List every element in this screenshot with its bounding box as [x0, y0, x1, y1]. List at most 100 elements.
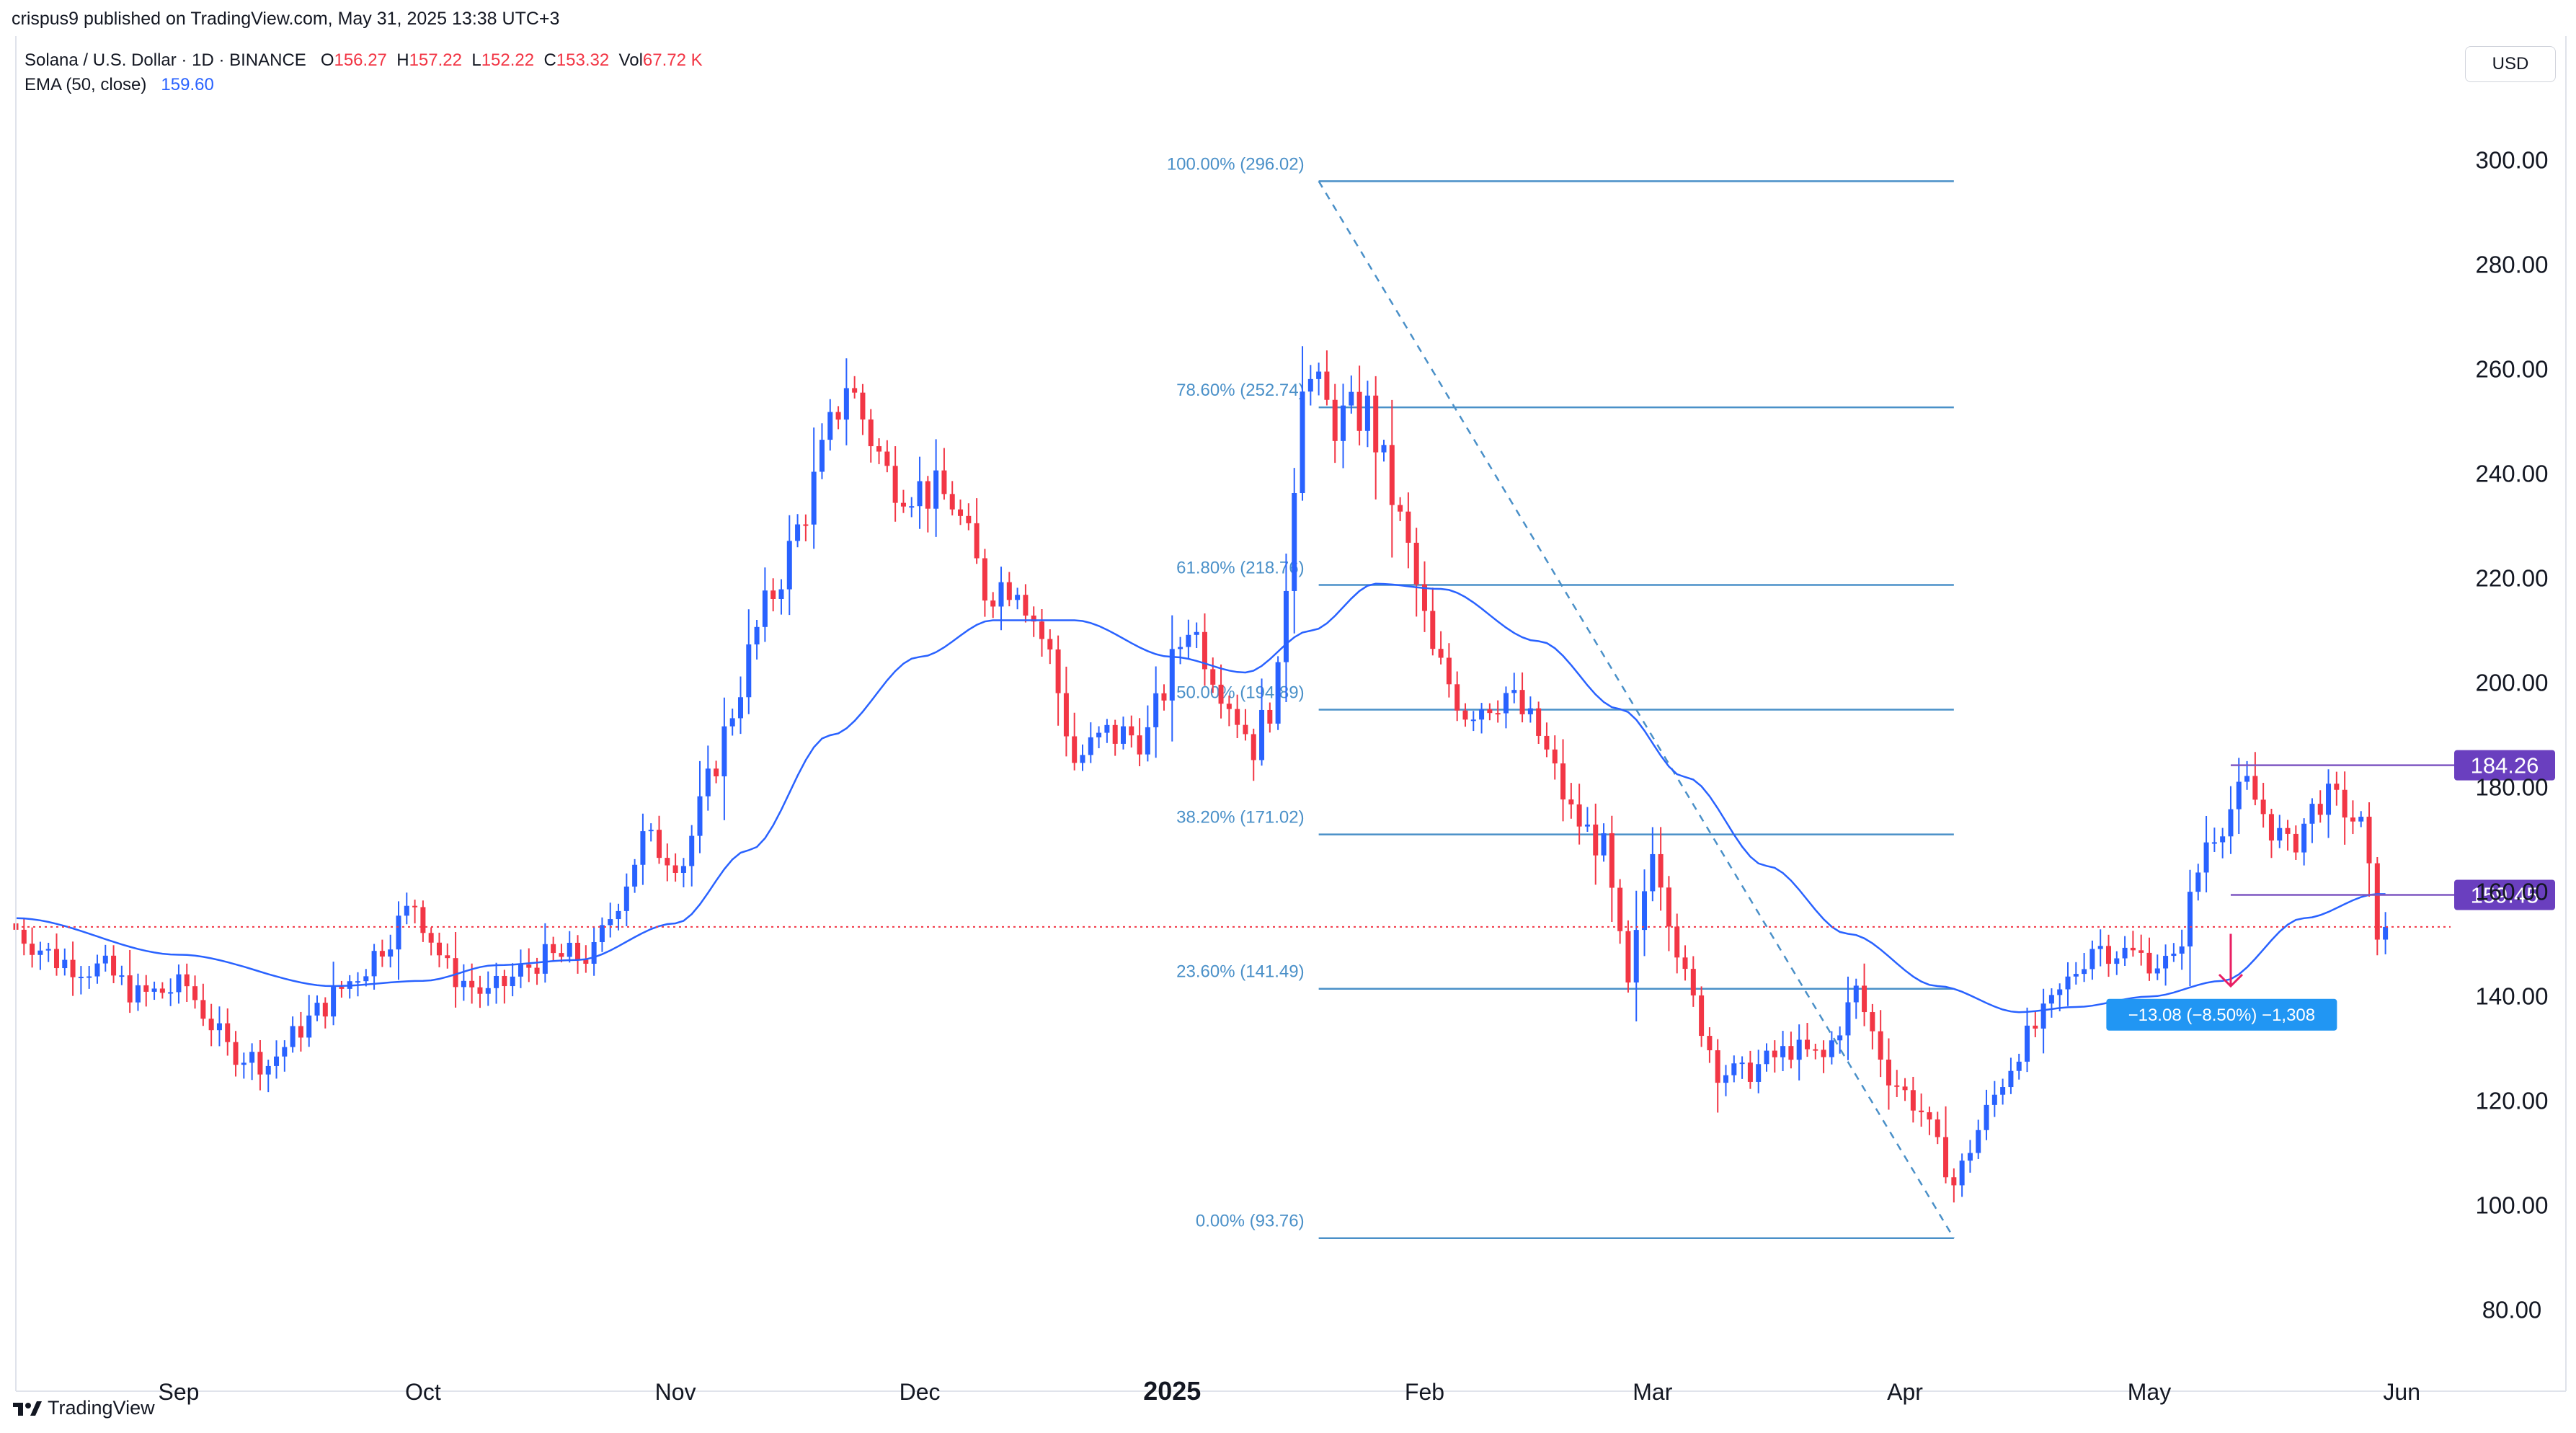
y-tick-label: 280.00 [2476, 252, 2549, 278]
x-tick-label: Feb [1405, 1379, 1444, 1405]
candle-body [786, 541, 792, 590]
ema-legend[interactable]: EMA (50, close) 159.60 [25, 75, 214, 95]
candle-body [974, 523, 980, 559]
candle-body [1666, 887, 1671, 927]
candle-body [884, 451, 890, 466]
candle-body [1161, 693, 1167, 701]
candle-body [933, 470, 939, 509]
candle-body [1674, 926, 1680, 958]
candle-body [2057, 989, 2063, 995]
ema-line[interactable] [15, 582, 2386, 1013]
candle-body [657, 830, 662, 859]
candle-body [94, 963, 100, 977]
fib-retracement[interactable]: 100.00% (296.02) 78.60% (252.74) 61.80% (2… [1167, 154, 1955, 1239]
candle-body [2211, 842, 2217, 844]
fib-level-label: 61.80% (218.76) [1176, 558, 1304, 577]
fib-level-label: 78.60% (252.74) [1176, 381, 1304, 400]
candle-body [192, 986, 198, 1001]
y-tick-label: 80.00 [2482, 1297, 2542, 1323]
candle-body [1821, 1050, 1826, 1057]
candle-body [1845, 1002, 1851, 1036]
x-tick-label: Mar [1633, 1379, 1672, 1405]
candle-body [168, 992, 174, 994]
fib-level-label: 50.00% (194.89) [1176, 683, 1304, 703]
candle-body [795, 524, 801, 541]
candle-body [1544, 735, 1550, 750]
candle-body [290, 1026, 296, 1047]
candle-body [78, 977, 84, 979]
candle-body [396, 915, 401, 950]
candle-body [1959, 1161, 1965, 1186]
candle-body [2244, 776, 2250, 782]
candle-body [2048, 995, 2054, 1004]
candle-body [1275, 662, 1281, 724]
x-tick-label: 2025 [1143, 1376, 1201, 1406]
candle-body [249, 1052, 255, 1063]
candle-body [2228, 809, 2234, 837]
candle-body [1349, 391, 1354, 406]
candle-body [1398, 505, 1403, 512]
candle-body [1625, 931, 1631, 982]
candle-body [135, 985, 141, 1003]
ema-line-group [15, 582, 2386, 1013]
candle-body [445, 955, 450, 959]
candle-body [1006, 582, 1012, 600]
currency-button[interactable]: USD [2465, 46, 2556, 82]
price-level-badge[interactable] [2454, 750, 2555, 781]
price-level-badge[interactable] [2454, 879, 2555, 910]
measure-tooltip[interactable] [2106, 998, 2337, 1031]
candle-body [1503, 693, 1509, 714]
candle-body [111, 955, 117, 976]
candle-body [453, 958, 458, 988]
candle-body [665, 858, 670, 866]
candle-body [1251, 734, 1256, 760]
candle-body [2268, 814, 2274, 841]
candle-body [143, 985, 149, 992]
candle-body [119, 975, 125, 977]
candle-body [1910, 1090, 1916, 1111]
candle-body [1267, 709, 1273, 724]
candle-body [852, 388, 858, 393]
symbol-name[interactable]: Solana / U.S. Dollar · 1D · BINANCE [25, 50, 306, 70]
candle-body [1063, 693, 1069, 737]
candle-body [2301, 823, 2307, 853]
candle-body [1862, 985, 1867, 1013]
candle-body [2082, 969, 2087, 975]
candle-body [127, 975, 133, 1003]
candle-body [208, 1019, 214, 1031]
high-label: H [396, 50, 409, 70]
candle-body [1984, 1104, 1989, 1130]
candle-body [1894, 1085, 1900, 1087]
candle-body [2008, 1070, 2014, 1088]
candle-body [274, 1056, 280, 1066]
candle-body [835, 412, 841, 420]
candle-body [1642, 891, 1648, 931]
candle-body [1536, 708, 1542, 736]
candle-body [1112, 724, 1118, 744]
x-tick-label: Oct [405, 1379, 441, 1405]
candle-body [1747, 1062, 1753, 1082]
candle-body [436, 942, 442, 956]
candle-body [1495, 713, 1501, 715]
candle-body [1617, 887, 1623, 931]
candle-body [1764, 1050, 1769, 1065]
ema-label: EMA (50, close) [25, 75, 147, 94]
candle-body [2073, 974, 2079, 977]
candle-body [62, 959, 68, 969]
candle-body [591, 942, 597, 964]
high-value: 157.22 [409, 50, 462, 70]
fib-trend-line[interactable] [1318, 180, 1955, 1239]
candle-body [1576, 804, 1582, 827]
candle-body [1470, 719, 1476, 722]
price-levels[interactable]: 184.26 159.45 −13.08 (−8.50%) −1,308 [16, 750, 2555, 1031]
candle-body [314, 1003, 320, 1016]
candle-body [1438, 649, 1444, 658]
candle-body [909, 506, 915, 508]
candle-body [770, 590, 776, 599]
candle-body [1593, 824, 1599, 856]
candle-body [640, 831, 646, 865]
candle-body [1837, 1035, 1843, 1041]
tradingview-logo[interactable]: TradingView [13, 1397, 155, 1419]
candle-body [1373, 395, 1379, 453]
